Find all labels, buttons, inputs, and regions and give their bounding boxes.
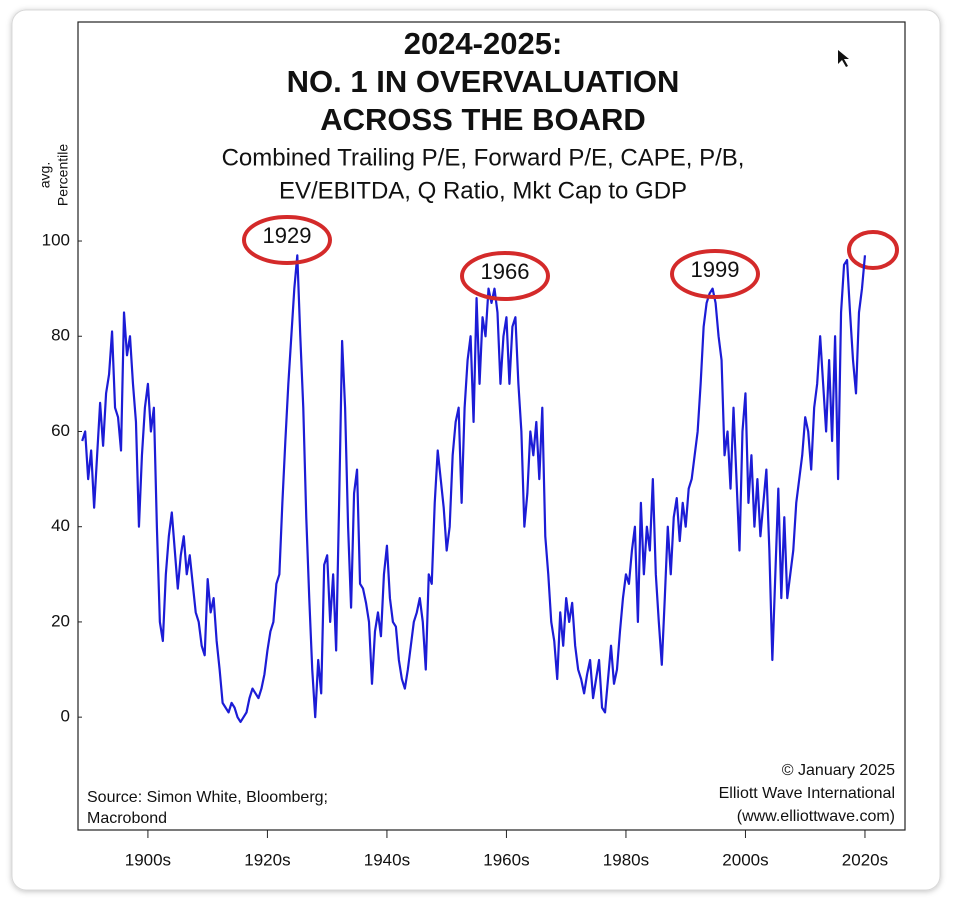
y-tick-label: 40: [51, 516, 70, 535]
y-tick-label: 60: [51, 421, 70, 440]
y-tick-label: 80: [51, 326, 70, 345]
highlight-circle: [242, 215, 332, 265]
highlight-circle: [670, 249, 760, 299]
card: [11, 9, 941, 891]
cursor-icon: [838, 50, 849, 67]
annotation: 1999: [691, 257, 740, 282]
x-tick-label: 2020s: [842, 850, 888, 869]
source-note: Source: Simon White, Bloomberg;: [87, 789, 328, 806]
annotation: 1966: [481, 259, 530, 284]
chart-title: NO. 1 IN OVERVALUATION: [287, 64, 680, 99]
annotation: 1929: [263, 223, 312, 248]
subtitle: Combined Trailing P/E, Forward P/E, CAPE…: [222, 144, 745, 171]
highlight-circle: [847, 230, 899, 270]
chart-title: ACROSS THE BOARD: [320, 102, 646, 137]
y-tick-label: 100: [42, 231, 70, 250]
x-tick-label: 1900s: [125, 850, 171, 869]
y-axis-label: Percentile: [55, 144, 71, 206]
subtitle: EV/EBITDA, Q Ratio, Mkt Cap to GDP: [279, 177, 687, 204]
x-tick-label: 1940s: [364, 850, 410, 869]
chart-title: 2024-2025:: [404, 26, 563, 61]
x-tick-label: 1920s: [244, 850, 290, 869]
source-note: Macrobond: [87, 810, 167, 827]
credit-note: © January 2025: [782, 762, 895, 779]
x-tick-label: 2000s: [722, 850, 768, 869]
x-tick-label: 1980s: [603, 850, 649, 869]
plot-frame: [77, 21, 906, 831]
x-tick-label: 1960s: [483, 850, 529, 869]
y-axis-label: avg.: [37, 162, 53, 188]
y-tick-label: 20: [51, 611, 70, 630]
y-tick-label: 0: [61, 707, 70, 726]
highlight-circle: [460, 251, 550, 301]
credit-note: (www.elliottwave.com): [737, 808, 895, 825]
credit-note: Elliott Wave International: [719, 785, 895, 802]
data-line: [81, 254, 867, 724]
